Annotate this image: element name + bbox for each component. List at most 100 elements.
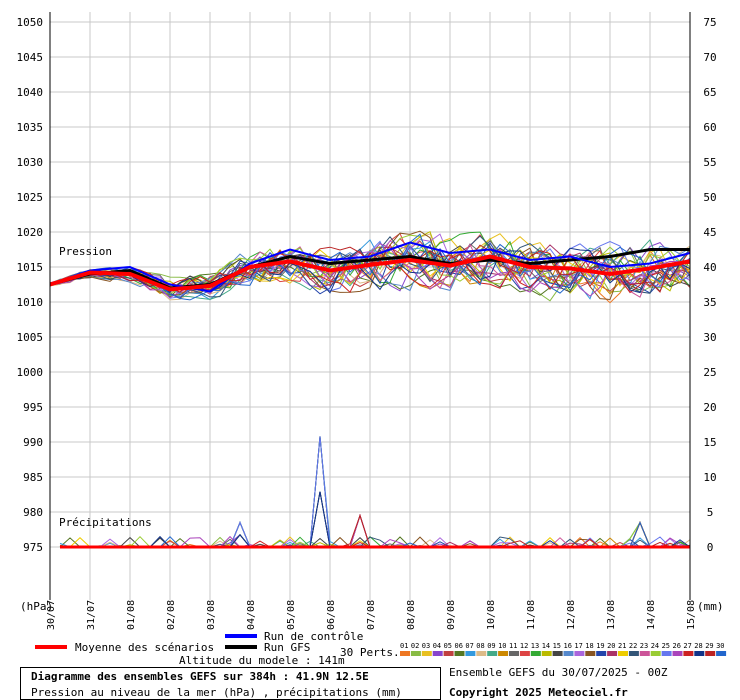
pert-swatch — [541, 651, 552, 656]
pert-swatch — [410, 651, 421, 656]
date-tick-label: 14/08 — [646, 600, 657, 630]
left-tick-label: 1005 — [17, 331, 44, 344]
pert-label: 10 — [498, 642, 506, 650]
right-tick-label: 40 — [703, 261, 716, 274]
pert-label: 20 — [607, 642, 615, 650]
pert-swatch — [596, 651, 607, 656]
date-tick-label: 09/08 — [446, 600, 457, 630]
pert-label: 15 — [553, 642, 561, 650]
pert-label: 30 — [716, 642, 724, 650]
pert-label: 24 — [651, 642, 659, 650]
pert-swatch — [694, 651, 705, 656]
ensemble-member-line-27 — [49, 252, 691, 294]
pert-label: 22 — [629, 642, 637, 650]
right-tick-label: 30 — [703, 331, 716, 344]
pert-swatch — [443, 651, 454, 656]
pert-label: 02 — [411, 642, 419, 650]
date-tick-label: 01/08 — [126, 600, 137, 630]
date-tick-label: 31/07 — [86, 600, 97, 630]
pert-label: 07 — [465, 642, 473, 650]
legend-perts-label: 30 Perts. — [340, 646, 400, 659]
chart-grid — [49, 12, 691, 600]
pert-label: 25 — [662, 642, 670, 650]
pert-label: 06 — [455, 642, 463, 650]
ensemble-info: Ensemble GEFS du 30/07/2025 - 00Z — [449, 666, 668, 679]
left-tick-label: 990 — [23, 436, 43, 449]
right-tick-label: 75 — [703, 16, 716, 29]
altitude-text: Altitude du modele : 141m — [179, 654, 345, 667]
pert-swatch — [628, 651, 639, 656]
pert-label: 14 — [542, 642, 550, 650]
pert-swatch — [650, 651, 661, 656]
left-tick-label: 995 — [23, 401, 43, 414]
pert-label: 26 — [673, 642, 681, 650]
pert-swatch — [618, 651, 628, 656]
date-tick-label: 06/08 — [326, 600, 337, 630]
right-tick-label: 35 — [703, 296, 716, 309]
date-tick-label: 02/08 — [166, 600, 177, 630]
right-tick-label: 55 — [703, 156, 716, 169]
pert-swatch — [639, 651, 650, 656]
pert-swatch — [498, 651, 509, 656]
precip-member-line-07 — [59, 436, 690, 548]
pert-swatch — [563, 651, 574, 656]
left-tick-label: 1035 — [17, 121, 44, 134]
left-tick-label: 1030 — [17, 156, 44, 169]
pert-swatch — [432, 651, 443, 656]
right-tick-label: 25 — [703, 366, 716, 379]
right-tick-label: 70 — [703, 51, 716, 64]
pert-label: 23 — [640, 642, 648, 650]
pert-swatch — [530, 651, 541, 656]
left-tick-label: 1045 — [17, 51, 44, 64]
date-tick-label: 10/08 — [486, 600, 497, 630]
pert-swatch — [519, 651, 530, 656]
chart-series — [49, 230, 691, 549]
pert-swatch — [716, 651, 727, 656]
right-tick-label: 50 — [703, 191, 716, 204]
pert-swatch — [607, 651, 618, 656]
precip-member-line-01 — [60, 436, 690, 548]
copyright: Copyright 2025 Meteociel.fr — [449, 686, 628, 699]
pert-swatch — [552, 651, 563, 656]
pert-swatch — [487, 651, 498, 656]
pressure-annotation: Pression — [59, 245, 112, 258]
precip-member-line-22 — [60, 491, 690, 548]
legend-moyenne-label: Moyenne des scénarios — [75, 641, 214, 654]
left-axis-unit: (hPa) — [20, 600, 53, 613]
pert-swatch — [705, 651, 716, 656]
pert-swatch — [400, 651, 410, 656]
pert-swatch — [509, 651, 519, 656]
legend-gfs-label: Run GFS — [264, 641, 310, 654]
pert-legend: 01 02 03 04 05 06 07 08 09 10 11 12 13 14 15 16 17 18 19 20… — [400, 642, 727, 656]
precip-annotation: Précipitations — [59, 516, 152, 529]
right-tick-label: 10 — [703, 471, 716, 484]
left-tick-label: 1010 — [17, 296, 44, 309]
pert-label: 28 — [694, 642, 702, 650]
precip-member-line-13 — [59, 436, 691, 549]
pert-swatch — [574, 651, 585, 656]
pert-label: 08 — [476, 642, 484, 650]
pert-label: 17 — [574, 642, 582, 650]
pert-label: 03 — [422, 642, 430, 650]
date-tick-label: 11/08 — [526, 600, 537, 630]
pert-label: 16 — [564, 642, 572, 650]
right-tick-label: 45 — [703, 226, 716, 239]
chart-axes: 9759809859909951000100510101015102010251… — [17, 12, 717, 630]
pert-label: 18 — [585, 642, 593, 650]
date-tick-label: 04/08 — [246, 600, 257, 630]
series-line-Moyenne des scénarios — [49, 254, 691, 292]
left-tick-label: 985 — [23, 471, 43, 484]
pert-label: 21 — [618, 642, 626, 650]
date-tick-label: 30/07 — [46, 600, 57, 630]
pert-swatch — [585, 651, 596, 656]
pert-swatch — [454, 651, 465, 656]
left-tick-label: 980 — [23, 506, 43, 519]
pert-swatch — [661, 651, 672, 656]
left-tick-label: 1025 — [17, 191, 44, 204]
pert-label: 04 — [433, 642, 441, 650]
pert-swatch — [672, 651, 683, 656]
pert-label: 27 — [683, 642, 691, 650]
precip-member-line-19 — [60, 436, 690, 548]
pert-label: 29 — [705, 642, 713, 650]
